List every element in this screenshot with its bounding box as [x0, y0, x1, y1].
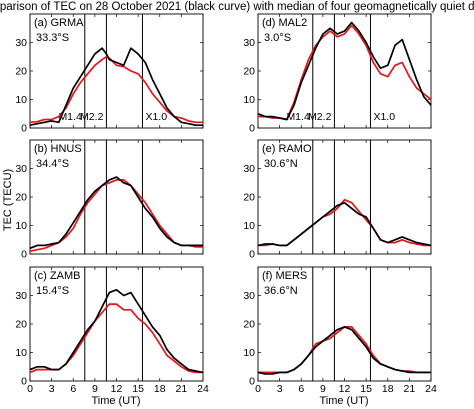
y-axis-label: TEC (TECU)	[2, 169, 14, 231]
observed-line	[29, 47, 203, 127]
y-tick-label: 0	[249, 376, 255, 388]
y-tick-label: 10	[243, 94, 255, 106]
panel-title: (e) RAMO	[262, 143, 312, 155]
panel-f: 0 3 6 9 12 15 18 21 24 0 10 20 30 (f) MERS 36.6°N	[243, 266, 437, 395]
panel-b: 0 10 20 30 (b) HNUS 34.4°S	[15, 139, 204, 261]
y-tick-label: 0	[21, 123, 27, 135]
flare-label: X1.0	[373, 111, 395, 123]
panel-title: (a) GRMA	[34, 17, 84, 29]
figure-title: Comparison of TEC on 28 October 2021 (bl…	[0, 1, 474, 13]
flare-label: M2.2	[308, 111, 332, 123]
panel-d: 0 10 20 30 M1.4M2.2 X1.0 (d) MAL2 3.0°S	[243, 13, 432, 135]
y-tick-label: 10	[15, 94, 27, 106]
panel-e: 0 10 20 30 (e) RAMO 30.6°N	[243, 139, 432, 261]
y-tick-label: 20	[15, 319, 27, 331]
x-tick-label: 0	[27, 383, 33, 395]
y-tick-label: 30	[15, 290, 27, 302]
flare-label: X1.0	[145, 111, 167, 123]
x-tick-label: 6	[298, 383, 304, 395]
y-tick-label: 0	[21, 249, 27, 261]
x-axis-label-right: Time (UT)	[319, 395, 368, 407]
median-line	[258, 326, 431, 374]
median-line	[29, 303, 203, 374]
x-tick-label: 21	[404, 383, 416, 395]
y-tick-label: 10	[243, 220, 255, 232]
y-tick-label: 10	[243, 347, 255, 359]
y-tick-label: 10	[15, 347, 27, 359]
observed-line	[257, 21, 432, 121]
x-tick-label: 24	[197, 383, 209, 395]
x-tick-label: 12	[111, 383, 123, 395]
x-tick-label: 15	[132, 383, 144, 395]
panel-title: (f) MERS	[262, 270, 307, 282]
x-tick-label: 18	[154, 383, 166, 395]
x-tick-label: 24	[425, 383, 437, 395]
panel-title: (b) HNUS	[34, 143, 82, 155]
x-tick-label: 18	[382, 383, 394, 395]
median-line	[29, 55, 203, 124]
y-tick-label: 30	[15, 37, 27, 49]
y-tick-label: 20	[243, 319, 255, 331]
y-tick-label: 20	[15, 66, 27, 78]
observed-line	[257, 326, 431, 375]
x-tick-label: 15	[360, 383, 372, 395]
x-tick-label: 3	[49, 383, 55, 395]
panel-a: 0 10 20 30 M1.4M2.2 X1.0 (a) GRMA 33.3°S	[15, 13, 204, 135]
panel-latitude: 36.6°N	[264, 285, 298, 297]
observed-line	[29, 176, 203, 250]
x-tick-label: 6	[70, 383, 76, 395]
x-axis-label-left: Time (UT)	[91, 395, 140, 407]
flare-label: M2.2	[80, 111, 104, 123]
y-tick-label: 30	[15, 163, 27, 175]
x-tick-label: 21	[176, 383, 188, 395]
y-tick-label: 20	[243, 192, 255, 204]
observed-line	[29, 288, 204, 374]
y-tick-label: 0	[21, 376, 27, 388]
y-tick-label: 0	[249, 249, 255, 261]
y-tick-label: 10	[15, 220, 27, 232]
x-tick-label: 9	[92, 383, 98, 395]
x-tick-label: 9	[320, 383, 326, 395]
panel-title: (c) ZAMB	[34, 270, 80, 282]
y-tick-label: 20	[15, 192, 27, 204]
observed-line	[257, 201, 432, 247]
y-tick-label: 30	[243, 290, 255, 302]
panel-latitude: 30.6°N	[264, 158, 298, 170]
y-tick-label: 30	[243, 163, 255, 175]
x-tick-label: 12	[339, 383, 351, 395]
y-tick-label: 20	[243, 66, 255, 78]
panel-c: 0 3 6 9 12 15 18 21 24 0 10 20 30 (c) ZAMB 15.4°S	[15, 266, 209, 395]
y-tick-label: 30	[243, 37, 255, 49]
panel-latitude: 34.4°S	[36, 158, 69, 170]
panel-latitude: 33.3°S	[36, 32, 69, 44]
x-tick-label: 0	[255, 383, 261, 395]
panel-latitude: 3.0°S	[264, 32, 291, 44]
flare-label: M1.4	[286, 111, 310, 123]
flare-label: M1.4	[58, 111, 82, 123]
x-tick-label: 3	[277, 383, 283, 395]
median-line	[29, 179, 203, 253]
panel-latitude: 15.4°S	[36, 285, 69, 297]
panel-title: (d) MAL2	[262, 17, 307, 29]
y-tick-label: 0	[249, 123, 255, 135]
